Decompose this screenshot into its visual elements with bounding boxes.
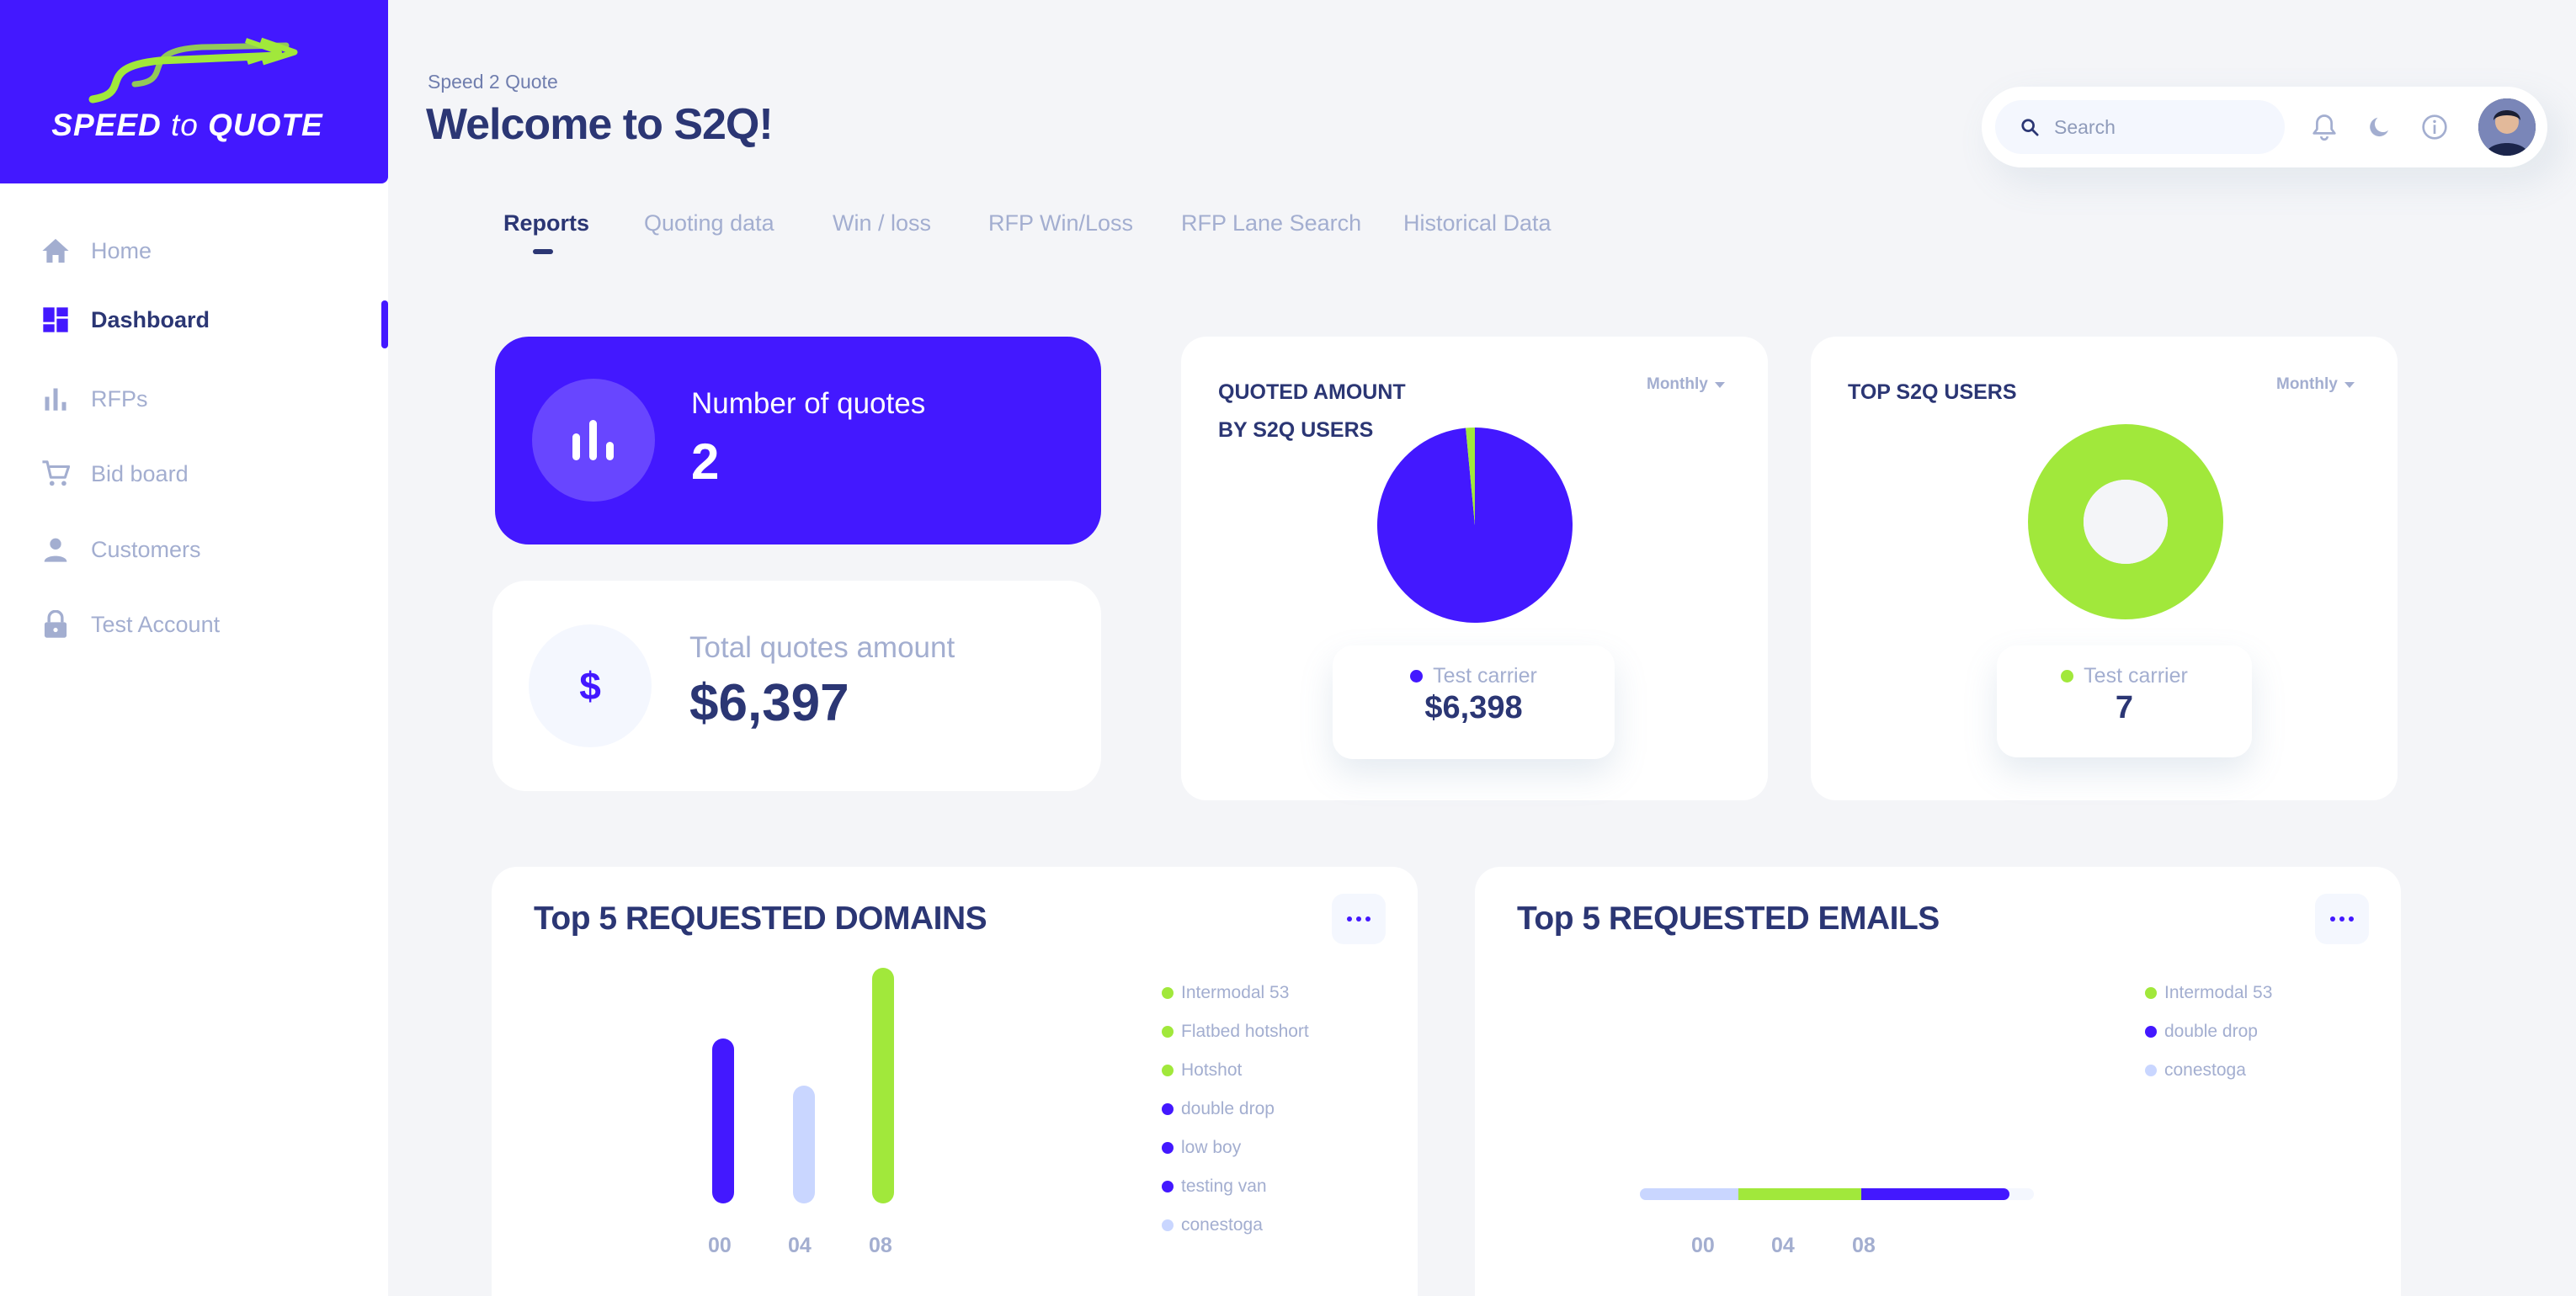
bar-chart-icon	[532, 379, 655, 502]
sidebar-item-test-account[interactable]: Test Account	[37, 599, 374, 650]
sidebar-item-label: Home	[91, 237, 152, 263]
sidebar: SPEED to QUOTE Home Dashboard RFPs Bid b…	[0, 0, 388, 1296]
search-placeholder: Search	[2054, 115, 2116, 138]
tab-rfp-lane-search[interactable]: RFP Lane Search	[1181, 210, 1362, 236]
tab-win-loss[interactable]: Win / loss	[833, 210, 932, 236]
page-title: Welcome to S2Q!	[426, 100, 774, 149]
legend-dot	[2061, 670, 2074, 683]
bar-04[interactable]	[793, 1086, 815, 1203]
total-quotes-amount-card: $ Total quotes amount $6,397	[492, 581, 1101, 791]
home-icon	[37, 232, 74, 269]
active-tab-indicator	[533, 249, 553, 254]
more-options-button[interactable]	[1332, 894, 1386, 944]
sidebar-item-label: Customers	[91, 536, 201, 562]
donut-hole	[2084, 480, 2168, 564]
sidebar-item-bid-board[interactable]: Bid board	[37, 449, 374, 499]
bar-00[interactable]	[712, 1038, 734, 1203]
sidebar-item-label: Dashboard	[91, 306, 210, 332]
legend-item: double drop	[1162, 1099, 1275, 1119]
legend-label: Test carrier	[2084, 664, 2188, 688]
legend-item: Hotshot	[1162, 1060, 1242, 1081]
bar-segment-0[interactable]	[1640, 1188, 1738, 1200]
stat-label: Total quotes amount	[689, 631, 955, 664]
requested-domains-card: Top 5 REQUESTED DOMAINS 00 04 08 Intermo…	[492, 867, 1418, 1296]
card-title: Top 5 REQUESTED EMAILS	[1517, 900, 1940, 937]
stat-value: $6,397	[689, 674, 849, 732]
legend-item: conestoga	[2145, 1060, 2246, 1081]
card-title: Top 5 REQUESTED DOMAINS	[534, 900, 987, 937]
pie-legend: Test carrier $6,398	[1333, 645, 1615, 759]
x-tick: 04	[788, 1234, 812, 1257]
bar-08[interactable]	[872, 968, 894, 1203]
x-tick: 00	[708, 1234, 732, 1257]
sidebar-item-dashboard[interactable]: Dashboard	[37, 295, 374, 345]
legend-label: Test carrier	[1433, 664, 1537, 688]
dark-mode-icon[interactable]	[2363, 110, 2397, 144]
caret-down-icon	[1714, 381, 1725, 388]
logo-swoosh-icon	[88, 37, 298, 104]
caret-down-icon	[2344, 381, 2355, 388]
bar-segment-2[interactable]	[1861, 1188, 2009, 1200]
lock-icon	[37, 606, 74, 643]
card-title: QUOTED AMOUNT BY S2Q USERS	[1218, 380, 1406, 442]
bar-chart-icon	[37, 380, 74, 417]
sidebar-item-label: Bid board	[91, 460, 189, 486]
donut-slice-0[interactable]	[2028, 424, 2223, 619]
legend-item: low boy	[1162, 1138, 1241, 1158]
period-dropdown[interactable]: Monthly	[2276, 375, 2355, 394]
tab-reports[interactable]: Reports	[503, 210, 590, 236]
sidebar-item-customers[interactable]: Customers	[37, 524, 374, 575]
avatar[interactable]	[2478, 98, 2536, 156]
x-tick: 00	[1691, 1234, 1715, 1257]
search-input[interactable]: Search	[1995, 100, 2285, 154]
active-indicator	[381, 300, 388, 348]
bar-segment-1[interactable]	[1738, 1188, 1862, 1200]
search-icon	[2021, 119, 2039, 136]
x-tick: 04	[1771, 1234, 1795, 1257]
dashboard-icon	[37, 301, 74, 338]
info-icon[interactable]	[2418, 110, 2451, 144]
requested-emails-card: Top 5 REQUESTED EMAILS 00 04 08 Intermod…	[1475, 867, 2401, 1296]
pie-legend: Test carrier 7	[1997, 645, 2252, 757]
logo[interactable]: SPEED to QUOTE	[0, 0, 388, 183]
legend-value: 7	[2115, 690, 2134, 725]
logo-text: SPEED to QUOTE	[51, 108, 323, 142]
sidebar-item-rfps[interactable]: RFPs	[37, 374, 374, 424]
quoted-amount-pie	[1377, 428, 1573, 623]
legend-item: Flatbed hotshort	[1162, 1022, 1309, 1042]
pie-slice-1[interactable]	[1466, 428, 1475, 525]
legend-item: double drop	[2145, 1022, 2258, 1042]
stat-value: 2	[691, 433, 720, 490]
legend-item: conestoga	[1162, 1215, 1263, 1235]
top-toolbar: Search	[1982, 87, 2547, 167]
sidebar-item-home[interactable]: Home	[37, 226, 374, 276]
sidebar-item-label: RFPs	[91, 385, 148, 412]
breadcrumb[interactable]: Speed 2 Quote	[428, 71, 558, 93]
stat-label: Number of quotes	[691, 387, 926, 420]
legend-item: Intermodal 53	[2145, 983, 2272, 1003]
tab-historical-data[interactable]: Historical Data	[1403, 210, 1551, 236]
number-of-quotes-card: Number of quotes 2	[495, 337, 1101, 544]
tab-quoting-data[interactable]: Quoting data	[644, 210, 774, 236]
quoted-amount-card: QUOTED AMOUNT BY S2Q USERS Monthly Test …	[1181, 337, 1768, 800]
person-icon	[37, 531, 74, 568]
dollar-icon: $	[529, 624, 652, 747]
tab-rfp-win-loss[interactable]: RFP Win/Loss	[988, 210, 1134, 236]
x-tick: 08	[869, 1234, 892, 1257]
card-title: TOP S2Q USERS	[1848, 380, 2017, 404]
cart-icon	[37, 455, 74, 492]
more-options-button[interactable]	[2315, 894, 2369, 944]
period-dropdown[interactable]: Monthly	[1647, 375, 1725, 394]
top-users-card: TOP S2Q USERS Monthly Test carrier 7	[1811, 337, 2398, 800]
sidebar-item-label: Test Account	[91, 611, 221, 637]
legend-item: testing van	[1162, 1176, 1267, 1197]
x-tick: 08	[1852, 1234, 1876, 1257]
legend-dot	[1410, 670, 1424, 683]
top-users-donut	[2028, 424, 2223, 619]
legend-value: $6,398	[1424, 690, 1523, 725]
bell-icon[interactable]	[2307, 110, 2341, 144]
legend-item: Intermodal 53	[1162, 983, 1289, 1003]
